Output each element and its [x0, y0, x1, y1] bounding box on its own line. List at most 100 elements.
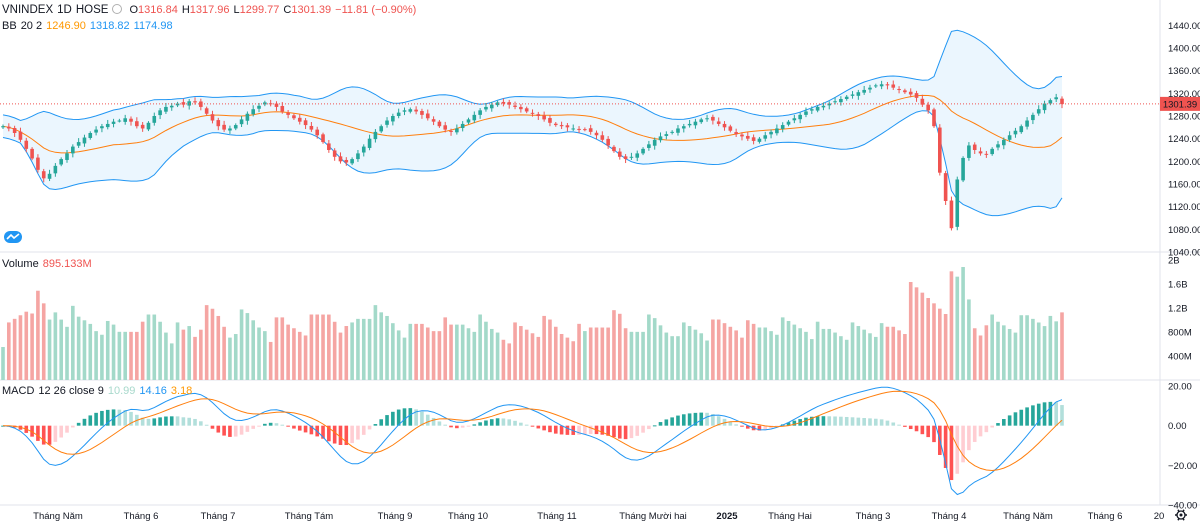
candle-body: [949, 200, 954, 229]
candle-body: [699, 119, 704, 123]
candle: [809, 106, 814, 114]
volume-legend[interactable]: Volume 895.133M: [2, 257, 96, 271]
volume-bar: [53, 312, 58, 380]
macd-histogram-bar: [763, 425, 768, 430]
macd-histogram-bar: [303, 425, 308, 433]
settings-gear-icon[interactable]: [1175, 509, 1187, 521]
volume-bar: [385, 315, 389, 380]
macd-histogram-bar: [664, 419, 669, 426]
candle: [955, 176, 960, 231]
candle: [984, 151, 989, 158]
candle-body: [775, 128, 779, 134]
price-tick-label: 1120.00: [1168, 202, 1200, 213]
bb-legend[interactable]: BB 20 2 1246.90 1318.82 1174.98: [2, 19, 177, 33]
macd-name: MACD: [2, 385, 35, 397]
macd-histogram-bar: [1054, 402, 1058, 426]
candle: [327, 140, 331, 153]
volume-bar: [1019, 315, 1024, 380]
volume-bar: [821, 328, 826, 380]
candle: [856, 89, 861, 100]
volume-bar: [507, 343, 512, 380]
candle-body: [1, 126, 5, 128]
macd-histogram-bar: [268, 422, 273, 426]
candle-body: [443, 125, 448, 130]
candle: [65, 150, 69, 163]
volume-bar: [1007, 328, 1012, 380]
volume-bar: [495, 332, 500, 380]
candle: [676, 125, 680, 136]
candle: [309, 122, 314, 132]
candle-body: [12, 128, 17, 133]
price-tick-label: 1440.00: [1168, 21, 1200, 32]
macd-tick-label: 20.00: [1168, 382, 1192, 393]
candle: [199, 98, 203, 111]
candle: [257, 102, 261, 113]
candle-body: [1013, 130, 1018, 135]
volume-tick-label: 400M: [1168, 352, 1192, 363]
macd-histogram-bar: [775, 425, 779, 427]
candle-body: [815, 106, 820, 111]
volume-tick-label: 800M: [1168, 328, 1192, 339]
candle: [466, 117, 471, 125]
candle: [18, 127, 23, 143]
candle: [740, 132, 744, 141]
candle-body: [972, 144, 977, 150]
candle-body: [885, 84, 890, 86]
candle-body: [466, 119, 471, 123]
candle: [635, 150, 640, 162]
macd-histogram-bar: [647, 425, 651, 430]
candle-body: [850, 94, 855, 96]
volume-bar: [984, 325, 989, 380]
macd-histogram-bar: [309, 425, 314, 435]
candle-body: [548, 118, 552, 123]
macd-legend[interactable]: MACD 12 26 close 9 10.99 14.16 3.18: [2, 384, 196, 398]
macd-histogram-bar: [740, 425, 744, 427]
macd-histogram-bar: [588, 425, 593, 434]
macd-tick-label: −40.00: [1168, 501, 1197, 512]
volume-bar: [839, 336, 843, 380]
candle-body: [536, 114, 541, 116]
candle: [577, 126, 581, 133]
volume-bar: [536, 336, 541, 380]
candle: [1060, 96, 1064, 109]
symbol-name[interactable]: VNINDEX: [2, 4, 54, 16]
macd-histogram-bar: [100, 410, 104, 426]
candle: [402, 107, 407, 116]
macd-histogram-bar: [885, 420, 890, 426]
volume-bar: [972, 328, 977, 380]
volume-bar: [850, 322, 855, 380]
volume-bar: [350, 322, 354, 380]
volume-bar: [996, 321, 1000, 380]
candle-body: [88, 133, 93, 138]
candle: [705, 114, 709, 122]
volume-bar: [1002, 325, 1006, 380]
macd-histogram-bar: [699, 412, 704, 426]
tradingview-logo-icon[interactable]: [4, 231, 22, 243]
candle: [681, 123, 686, 133]
time-tick-label: Tháng 3: [856, 511, 891, 522]
candle: [972, 142, 977, 154]
macd-histogram-bar: [478, 422, 482, 426]
volume-bar: [519, 326, 523, 380]
macd-histogram-bar: [984, 425, 989, 433]
macd-histogram-bar: [187, 417, 192, 426]
interval-label[interactable]: 1D: [57, 4, 72, 16]
candle-body: [1036, 109, 1041, 114]
candle: [699, 117, 704, 124]
volume-bar: [321, 314, 325, 380]
macd-histogram-bar: [519, 422, 523, 426]
candle-body: [1048, 100, 1053, 104]
candle-body: [745, 135, 750, 139]
candle: [792, 114, 797, 124]
candle: [990, 147, 994, 156]
volume-tick-label: 1.6B: [1168, 280, 1188, 291]
candle-body: [588, 128, 593, 132]
candle-body: [396, 112, 401, 116]
candle: [1042, 100, 1047, 114]
volume-bar: [117, 331, 122, 380]
macd-histogram-bar: [839, 416, 843, 426]
candle: [88, 131, 93, 140]
macd-histogram-bar: [908, 425, 913, 430]
high-value: 1317.96: [189, 4, 230, 16]
